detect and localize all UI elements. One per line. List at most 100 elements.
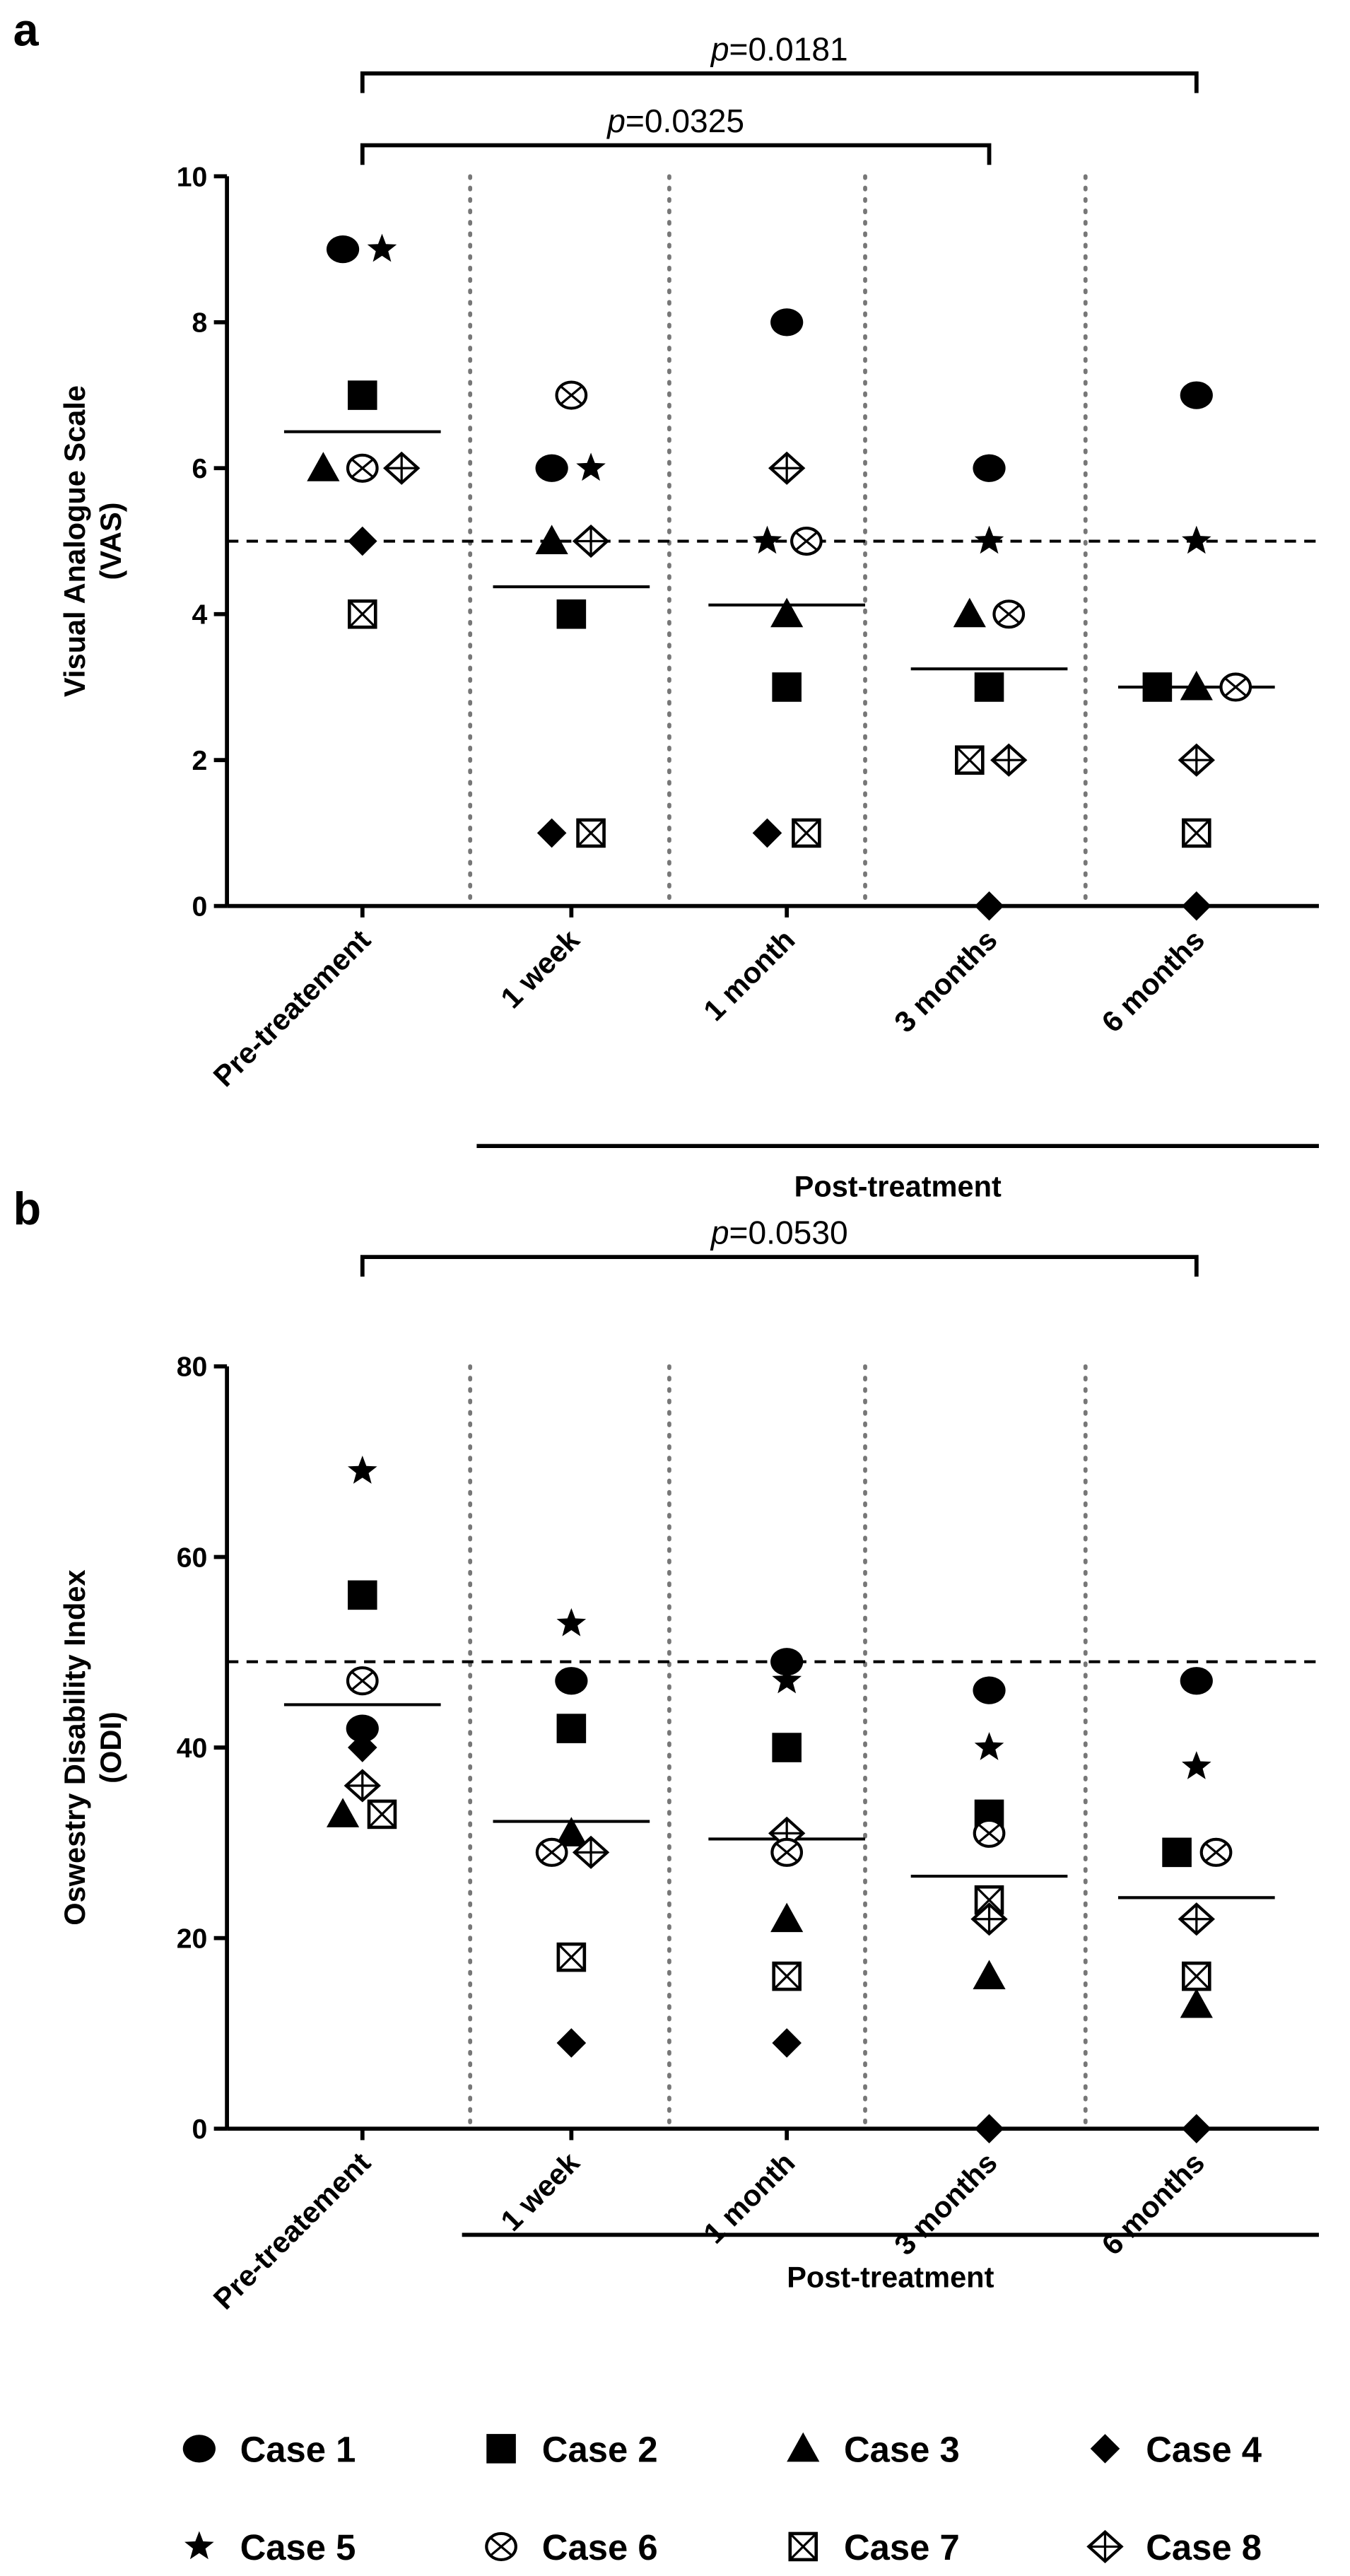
star-marker: [772, 1665, 802, 1694]
x-tick-label: Pre-treatement: [206, 923, 377, 1093]
legend-label: Case 6: [542, 2527, 658, 2568]
panel-a: a 0 2 4 6 8 10 Visual Analogue Scale (VAS) Pre-tr…: [13, 4, 1320, 1203]
data-point-case-3: [973, 1960, 1006, 1990]
data-point-case-7: [347, 599, 377, 629]
data-point-case-5: [752, 525, 782, 554]
plus-cross: [1182, 745, 1211, 775]
legend-marker: [787, 2432, 820, 2462]
panel-label: b: [13, 1183, 42, 1234]
circle-marker: [1180, 381, 1213, 409]
data-point-case-5: [1182, 1751, 1211, 1779]
data-point-case-7: [576, 818, 606, 848]
triangle-marker: [555, 1817, 588, 1846]
x-cross: [557, 1943, 585, 1972]
data-point-case-1: [973, 454, 1006, 482]
y-tick-label: 10: [177, 161, 208, 192]
y-axis-label: Visual Analogue Scale (VAS): [58, 385, 127, 697]
data-point-case-5: [974, 1732, 1004, 1760]
x-cross: [1182, 819, 1211, 848]
y-axis-label-line2: (ODI): [94, 1711, 127, 1784]
legend-marker: [1090, 2434, 1120, 2464]
square-marker: [772, 1733, 802, 1762]
data-point-case-7: [1182, 1961, 1211, 1991]
legend-label: Case 1: [240, 2429, 356, 2469]
square-marker: [347, 1580, 377, 1610]
data-point-case-2: [1162, 1837, 1192, 1868]
x-cross: [956, 746, 984, 774]
circle-marker: [326, 235, 360, 264]
data-point-case-2: [556, 599, 587, 629]
data-point-case-4: [974, 2114, 1004, 2144]
data-point-case-3: [1180, 670, 1213, 701]
star-marker: [367, 233, 397, 262]
legend-label: Case 8: [1146, 2527, 1262, 2568]
star-marker: [974, 525, 1004, 554]
y-tick-label: 6: [192, 453, 208, 484]
data-point-case-2: [974, 672, 1004, 702]
data-point-case-5: [576, 452, 606, 481]
y-axis-label-line1: Visual Analogue Scale: [58, 385, 91, 697]
circle-marker: [346, 1714, 379, 1743]
square-marker: [347, 380, 377, 410]
data-point-case-8: [572, 1835, 610, 1869]
triangle-marker: [1180, 670, 1213, 701]
legend: Case 1 Case 2 Case 3 Case 4 Case 5 Case 6 Case…: [182, 2429, 1262, 2568]
diamond-marker: [772, 2028, 802, 2058]
data-point-case-5: [974, 525, 1004, 554]
data-point-case-4: [974, 891, 1004, 921]
diamond-marker: [974, 2114, 1004, 2144]
data-point-case-6: [555, 380, 588, 410]
y-tick-label: 2: [192, 745, 208, 776]
data-point-case-5: [1182, 525, 1211, 554]
triangle-marker: [535, 525, 568, 554]
x-tick-label: 3 months: [888, 2145, 1004, 2261]
data-point-case-6: [1219, 672, 1252, 702]
square-marker: [974, 672, 1004, 702]
plus-cross: [576, 1837, 606, 1868]
circle-marker: [555, 1667, 588, 1695]
x-cross: [541, 1843, 563, 1862]
plus-cross: [974, 1904, 1004, 1934]
data-point-case-3: [770, 1902, 804, 1933]
x-cross: [998, 604, 1020, 623]
plus-cross: [772, 453, 802, 484]
square-marker: [556, 599, 587, 629]
legend-label: Case 7: [844, 2527, 960, 2568]
data-point-case-2: [1142, 672, 1173, 702]
y-axis-label-line1: Oswestry Disability Index: [58, 1569, 91, 1925]
circle-marker: [973, 454, 1006, 482]
triangle-marker: [770, 1902, 804, 1933]
x-tick-label: 1 week: [494, 923, 586, 1014]
x-cross: [789, 2532, 817, 2561]
y-tick-label: 0: [192, 2114, 208, 2145]
diamond-marker: [347, 526, 377, 556]
y-tick-label: 8: [192, 308, 208, 339]
plus-cross: [576, 526, 606, 556]
data-point-case-7: [772, 1961, 802, 1991]
data-point-case-4: [772, 2028, 802, 2058]
x-tick-label: 6 months: [1095, 923, 1211, 1039]
circle-marker: [770, 308, 804, 336]
legend-label: Case 2: [542, 2429, 658, 2469]
data-point-case-1: [1180, 1667, 1213, 1695]
legend-label: Case 4: [1146, 2429, 1262, 2469]
data-point-case-3: [953, 597, 986, 628]
circle-marker: [535, 454, 568, 482]
data-point-case-8: [768, 451, 806, 485]
data-point-case-2: [772, 1733, 802, 1762]
data-point-case-6: [790, 526, 823, 556]
p-symbol: p: [710, 1214, 729, 1251]
data-point-case-2: [556, 1714, 587, 1743]
y-tick-label: 40: [177, 1733, 208, 1764]
x-cross: [975, 1886, 1004, 1914]
group-label: Post-treatment: [794, 1170, 1002, 1203]
data-point-case-1: [770, 1648, 804, 1676]
plus-cross: [994, 745, 1024, 775]
y-tick-label: 4: [192, 599, 208, 631]
triangle-marker: [770, 597, 804, 628]
data-point-case-1: [973, 1676, 1006, 1704]
plus-cross: [1182, 1904, 1211, 1934]
x-cross: [351, 1671, 373, 1690]
x-cross: [1182, 1962, 1211, 1991]
